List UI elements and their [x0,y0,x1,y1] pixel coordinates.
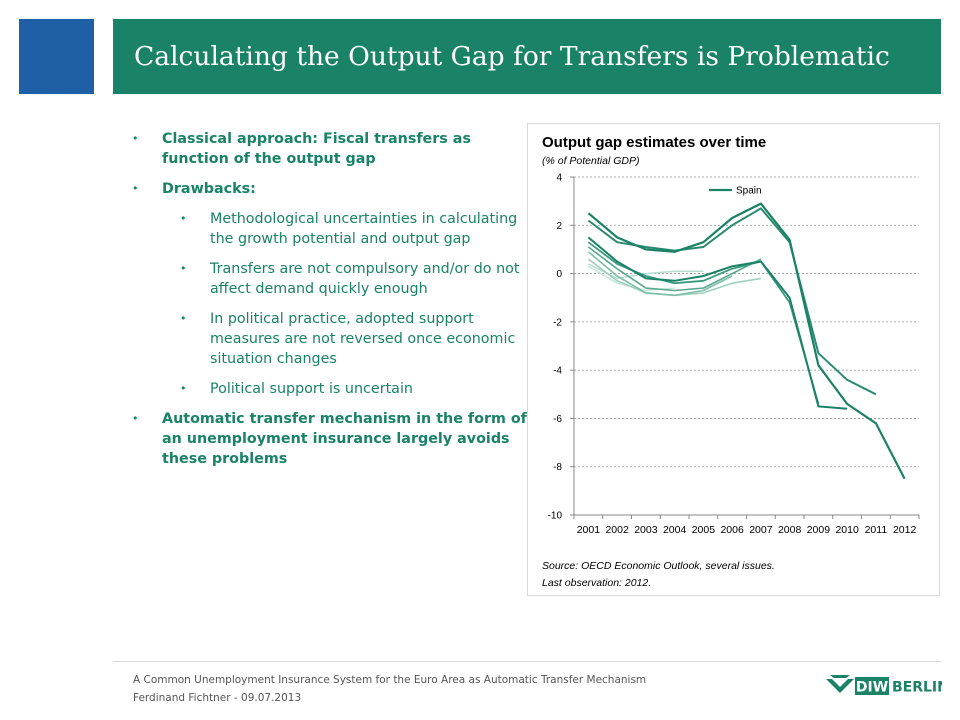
series-line-5 [587,246,762,292]
series-line-3 [587,236,848,410]
bullet-item: Drawbacks: [132,179,527,199]
sub-bullet-item: Political support is uncertain [132,379,527,399]
y-tick-label: -10 [548,511,563,522]
slide-title: Calculating the Output Gap for Transfers… [134,41,890,72]
chart-source-note: Source: OECD Economic Outlook, several i… [542,560,775,572]
y-tick-label: -6 [553,414,562,425]
x-tick-label: 2011 [865,524,888,536]
x-tick-label: 2004 [663,524,687,536]
chart-title: Output gap estimates over time [542,134,766,151]
output-gap-chart: Output gap estimates over time (% of Pote… [542,134,920,589]
title-bar: Calculating the Output Gap for Transfers… [113,19,941,94]
chart-last-observation-note: Last observation: 2012. [542,577,651,589]
x-tick-label: 2002 [605,524,629,536]
x-tick-label: 2003 [634,524,658,536]
logo-diw-text: DIW [856,680,888,696]
diw-berlin-logo: DIW BERLIN [826,675,942,696]
series-line-1 [587,202,906,480]
x-tick-label: 2006 [720,524,744,536]
y-tick-label: 4 [556,173,562,184]
y-tick-label: 0 [556,269,562,280]
x-tick-label: 2010 [835,524,859,536]
series-line-2 [587,207,877,396]
bullet-list: Classical approach: Fiscal transfers as … [132,129,527,479]
x-tick-label: 2009 [807,524,831,536]
x-tick-label: 2001 [577,524,601,536]
x-tick-label: 2005 [692,524,716,536]
footer-author-date: Ferdinand Fichtner - 09.07.2013 [133,692,302,704]
logo-berlin-text: BERLIN [892,680,942,696]
x-tick-label: 2012 [893,524,917,536]
bullet-item: Classical approach: Fiscal transfers as … [132,129,527,169]
sub-bullet-item: In political practice, adopted support m… [132,309,527,369]
legend-label-spain: Spain [736,186,762,197]
series-line-4 [587,241,820,405]
footer-divider [113,661,941,662]
bullet-item: Automatic transfer mechanism in the form… [132,409,527,469]
sub-bullet-item: Transfers are not compulsory and/or do n… [132,259,527,299]
series-line-6 [587,251,733,297]
y-tick-label: 2 [556,221,562,232]
y-tick-label: -2 [553,317,562,328]
sub-bullet-item: Methodological uncertainties in calculat… [132,209,527,249]
chart-panel: Output gap estimates over time (% of Pote… [527,123,940,596]
diw-logo-mark-icon [826,675,854,693]
y-tick-label: -4 [553,366,562,377]
decorative-blue-square [19,19,94,94]
x-tick-label: 2008 [778,524,802,536]
chart-subtitle: (% of Potential GDP) [542,155,639,167]
footer-presentation-title: A Common Unemployment Insurance System f… [133,674,647,686]
x-tick-label: 2007 [749,524,773,536]
y-tick-label: -8 [553,462,562,473]
